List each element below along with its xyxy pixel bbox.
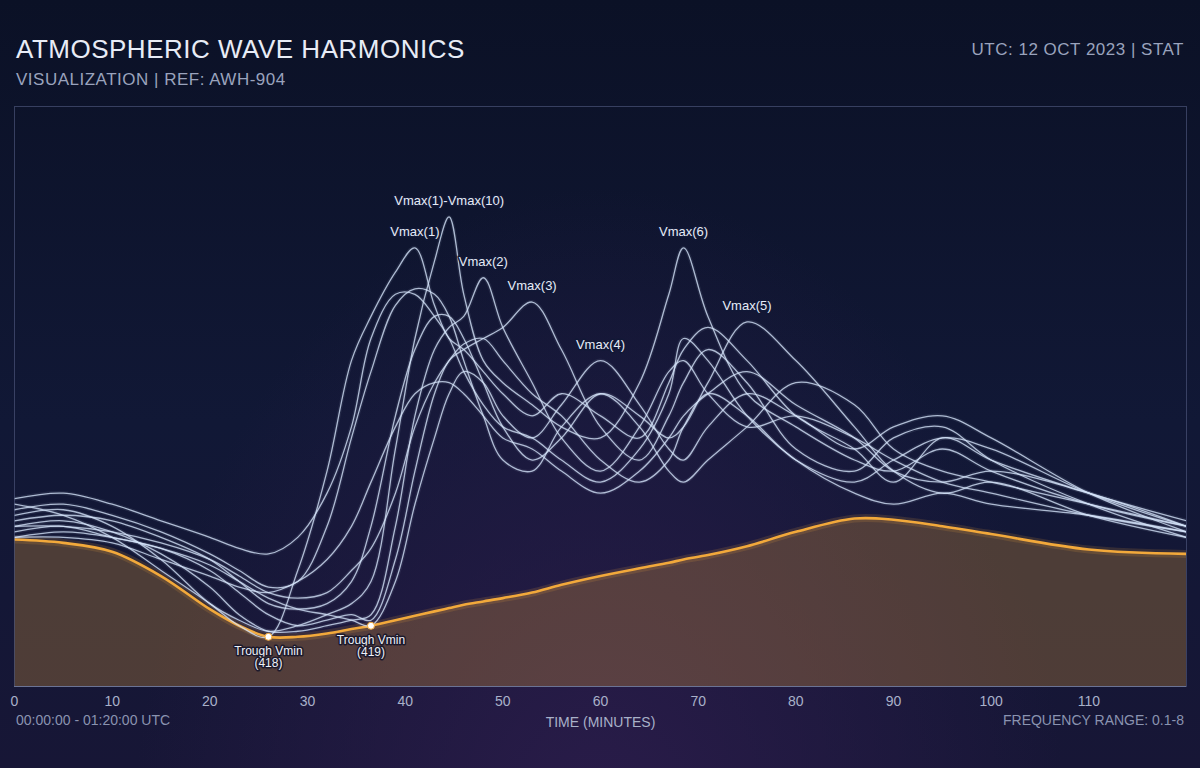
html-text:ATMOSPHERIC WAVE HARMONICS: ATMOSPHERIC WAVE HARMONICS [16,34,465,64]
svg-text:40: 40 [397,693,413,709]
svg-text:Vmax(6): Vmax(6) [659,224,708,239]
svg-text:Vmax(5): Vmax(5) [722,298,771,313]
svg-text:10: 10 [104,693,120,709]
svg-text:Vmax(1)-Vmax(10): Vmax(1)-Vmax(10) [394,193,504,208]
svg-text:TIME (MINUTES): TIME (MINUTES) [546,714,656,730]
svg-text:110: 110 [1078,693,1101,709]
svg-text:90: 90 [886,693,902,709]
html-text:00:00:00 - 01:20:00 UTC: 00:00:00 - 01:20:00 UTC [16,712,171,728]
svg-text:Vmax(2): Vmax(2) [459,254,508,269]
html-text:FREQUENCY RANGE: 0.1-8: FREQUENCY RANGE: 0.1-8 [1003,712,1184,728]
svg-text:30: 30 [300,693,316,709]
svg-text:100: 100 [979,693,1003,709]
svg-text:Trough Vmin(418): Trough Vmin(418) [234,644,302,670]
svg-text:Vmax(4): Vmax(4) [576,337,625,352]
svg-text:60: 60 [593,693,609,709]
svg-text:50: 50 [495,693,511,709]
svg-text:Vmax(1): Vmax(1) [390,224,439,239]
svg-text:70: 70 [690,693,706,709]
svg-text:80: 80 [788,693,804,709]
svg-text:Trough Vmin(419): Trough Vmin(419) [337,633,405,659]
svg-text:20: 20 [202,693,218,709]
svg-text:0: 0 [11,693,19,709]
html-text:UTC: 12 OCT 2023 | STAT: UTC: 12 OCT 2023 | STAT [971,40,1184,59]
svg-text:Vmax(3): Vmax(3) [508,278,557,293]
html-text:VISUALIZATION | REF: AWH-904: VISUALIZATION | REF: AWH-904 [16,70,286,89]
